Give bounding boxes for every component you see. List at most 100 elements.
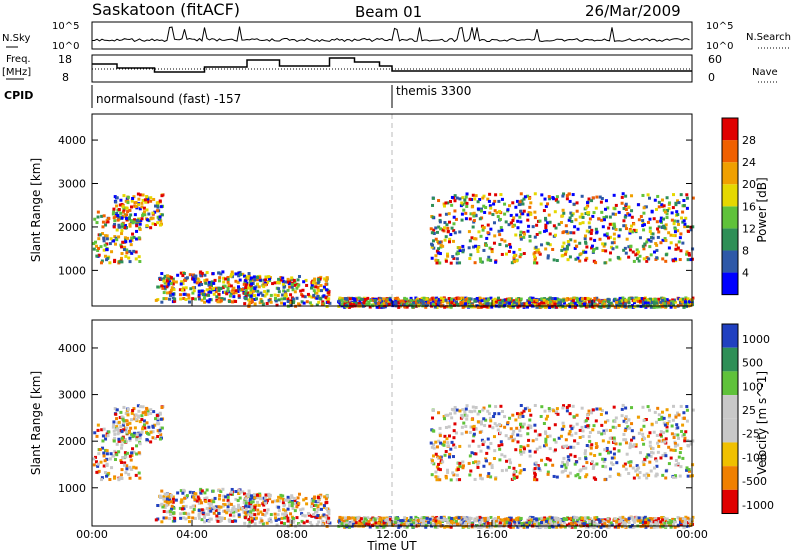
velocity-echo-cell xyxy=(163,499,167,503)
power-echo-cell xyxy=(583,237,587,241)
velocity-echo-cell xyxy=(204,500,208,504)
power-echo-cell xyxy=(169,281,173,285)
power-echo-cell xyxy=(288,285,292,289)
power-echo-cell xyxy=(317,289,321,293)
power-echo-cell xyxy=(121,205,125,209)
velocity-echo-cell xyxy=(404,520,408,524)
power-echo-cell xyxy=(476,305,480,309)
power-echo-cell xyxy=(535,232,539,236)
power-echo-cell xyxy=(434,254,438,258)
velocity-echo-cell xyxy=(133,417,137,421)
power-echo-cell xyxy=(143,213,147,217)
power-echo-cell xyxy=(192,289,196,293)
velocity-echo-cell xyxy=(362,520,366,524)
power-echo-cell xyxy=(490,250,494,254)
velocity-echo-cell xyxy=(208,504,212,508)
power-echo-cell xyxy=(663,297,667,301)
velocity-echo-cell xyxy=(232,514,236,518)
velocity-echo-cell xyxy=(644,418,648,422)
power-echo-cell xyxy=(307,294,311,298)
power-echo-cell xyxy=(553,297,557,301)
velocity-echo-cell xyxy=(573,521,577,525)
power-echo-cell xyxy=(424,300,428,304)
velocity-echo-cell xyxy=(575,460,579,464)
power-echo-cell xyxy=(101,225,105,229)
velocity-echo-cell xyxy=(405,525,409,529)
power-echo-cell xyxy=(119,198,123,202)
velocity-echo-cell xyxy=(438,455,442,459)
power-echo-cell xyxy=(510,300,514,304)
velocity-echo-cell xyxy=(307,513,311,517)
velocity-echo-cell xyxy=(207,519,211,523)
power-echo-cell xyxy=(538,298,542,302)
velocity-echo-cell xyxy=(171,497,175,501)
velocity-echo-cell xyxy=(200,501,204,505)
velocity-echo-cell xyxy=(119,410,123,414)
power-echo-cell xyxy=(247,298,251,302)
power-echo-cell xyxy=(197,293,201,297)
power-echo-cell xyxy=(275,303,279,307)
velocity-echo-cell xyxy=(531,516,535,520)
velocity-echo-cell xyxy=(375,525,379,529)
freq-label-line1: Freq. xyxy=(6,54,31,65)
velocity-echo-cell xyxy=(519,422,523,426)
velocity-echo-cell xyxy=(414,515,418,519)
power-echo-cell xyxy=(583,296,587,300)
velocity-echo-cell xyxy=(355,517,359,521)
power-echo-cell xyxy=(320,303,324,307)
power-echo-cell xyxy=(685,206,689,210)
velocity-echo-cell xyxy=(672,518,676,522)
velocity-echo-cell xyxy=(592,424,596,428)
velocity-echo-cell xyxy=(566,446,570,450)
power-echo-cell xyxy=(324,296,328,300)
power-echo-cell xyxy=(217,279,221,283)
power-echo-cell xyxy=(629,305,633,309)
power-echo-cell xyxy=(515,199,519,203)
power-echo-cell xyxy=(258,278,262,282)
velocity-echo-cell xyxy=(674,520,678,524)
power-echo-cell xyxy=(403,303,407,307)
frequency-line xyxy=(92,57,692,73)
velocity-echo-cell xyxy=(533,467,537,471)
power-echo-cell xyxy=(640,297,644,301)
velocity-echo-cell xyxy=(463,410,467,414)
power-echo-cell xyxy=(344,303,348,307)
velocity-echo-cell xyxy=(169,507,173,511)
power-echo-cell xyxy=(626,212,630,216)
power-echo-cell xyxy=(639,214,643,218)
power-echo-cell xyxy=(511,219,515,223)
velocity-echo-cell xyxy=(657,444,661,448)
velocity-echo-cell xyxy=(245,500,249,504)
velocity-echo-cell xyxy=(315,523,319,527)
velocity-echo-cell xyxy=(106,434,110,438)
power-echo-cell xyxy=(632,228,636,232)
velocity-echo-cell xyxy=(347,525,351,529)
power-echo-cell xyxy=(326,300,330,304)
velocity-echo-cell xyxy=(349,522,353,526)
power-echo-cell xyxy=(654,242,658,246)
power-echo-cell xyxy=(178,288,182,292)
power-echo-cell xyxy=(555,305,559,309)
power-echo-cell xyxy=(432,228,436,232)
power-echo-cell xyxy=(160,277,164,281)
velocity-echo-cell xyxy=(486,474,490,478)
velocity-echo-cell xyxy=(672,523,676,527)
power-echo-cell xyxy=(655,220,659,224)
velocity-echo-cell xyxy=(105,452,109,456)
velocity-echo-cell xyxy=(102,454,106,458)
power-echo-cell xyxy=(519,253,523,257)
power-echo-cell xyxy=(165,285,169,289)
power-echo-cell xyxy=(427,301,431,305)
velocity-echo-cell xyxy=(535,522,539,526)
power-echo-cell xyxy=(645,256,649,260)
power-echo-cell xyxy=(184,277,188,281)
power-echo-cell xyxy=(522,232,526,236)
velocity-echo-cell xyxy=(295,501,299,505)
power-echo-cell xyxy=(425,297,429,301)
power-echo-cell xyxy=(179,271,183,275)
power-echo-cell xyxy=(325,276,329,280)
power-echo-cell xyxy=(650,209,654,213)
velocity-echo-cell xyxy=(628,426,632,430)
velocity-echo-cell xyxy=(242,492,246,496)
power-echo-cell xyxy=(281,282,285,286)
